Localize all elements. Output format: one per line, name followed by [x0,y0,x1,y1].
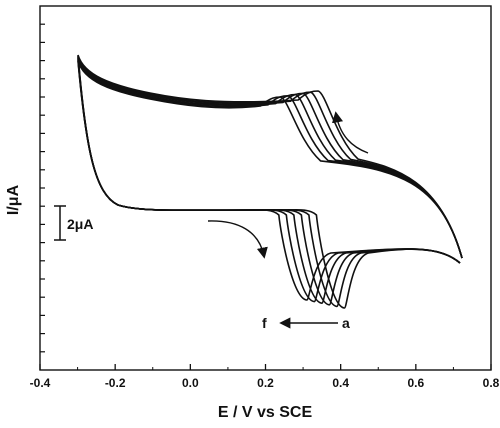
x-tick-label: 0.2 [257,376,274,390]
y-axis-title: I/μA [5,184,22,215]
x-axis-ticks: -0.4 -0.2 0.0 0.2 0.4 0.6 0.8 [30,364,500,390]
x-axis-title: E / V vs SCE [218,404,313,421]
cv-curve-f [77,60,463,301]
x-tick-label: 0.4 [332,376,349,390]
x-tick-label: 0.6 [407,376,424,390]
scale-bar-label: 2μA [67,216,93,232]
y-axis-ticks [40,23,45,353]
x-tick-label: 0.8 [483,376,500,390]
scan-direction-arrow-reverse [207,220,268,259]
scan-direction-arrow-forward [331,111,369,154]
series-label-f: f [262,315,267,331]
cv-curves [77,54,463,309]
scale-bar [54,205,66,241]
series-label-a: a [342,315,350,331]
x-tick-label: -0.2 [105,376,126,390]
x-tick-label: 0.0 [182,376,199,390]
x-tick-label: -0.4 [30,376,51,390]
